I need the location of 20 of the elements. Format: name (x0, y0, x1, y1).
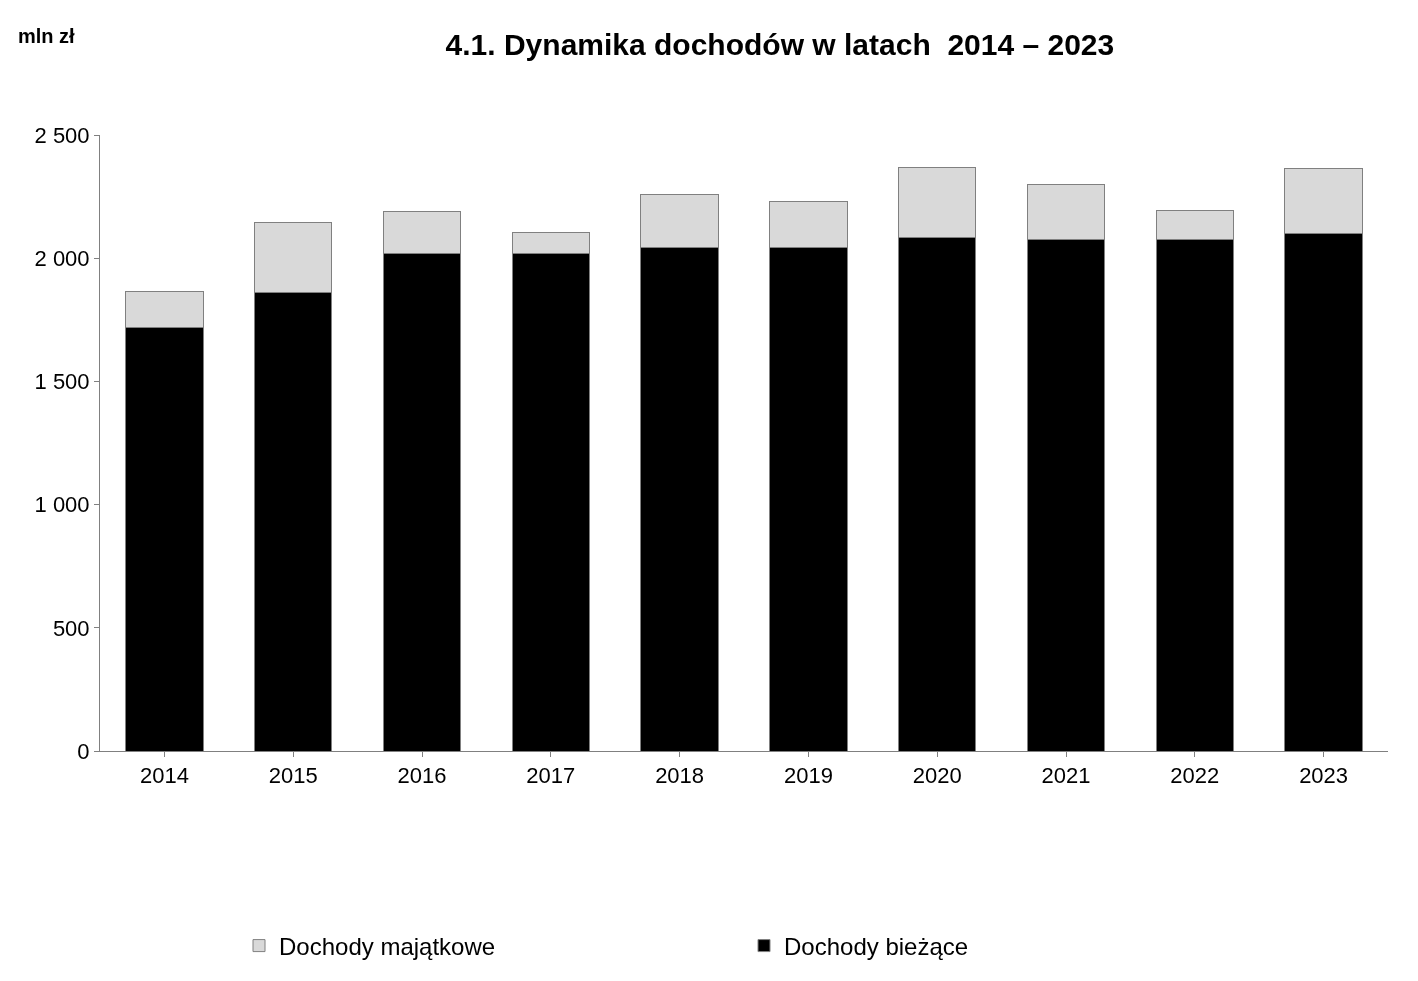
x-tick-label: 2019 (783, 763, 833, 789)
chart-title: 4.1. Dynamika dochodów w latach 2014 – 2023 (445, 28, 1115, 62)
y-tick-label: 1 000 (34, 492, 90, 518)
x-tick-label: 2017 (526, 763, 576, 789)
y-tick-label: 1 500 (34, 369, 90, 395)
x-tick-label: 2022 (1170, 763, 1220, 789)
y-tick-label: 500 (52, 615, 90, 641)
x-tick-label: 2021 (1041, 763, 1091, 789)
y-tick-label: 2 000 (34, 245, 90, 271)
x-tick-label: 2014 (139, 763, 189, 789)
x-tick-label: 2020 (912, 763, 962, 789)
x-tick-label: 2018 (655, 763, 705, 789)
y-tick-label: 2 500 (34, 122, 90, 148)
y-axis-title: mln zł (18, 25, 76, 47)
legend-label: Dochody majątkowe (279, 932, 496, 960)
x-tick-label: 2016 (397, 763, 447, 789)
x-tick-label: 2015 (268, 763, 318, 789)
legend-label: Dochody bieżące (784, 932, 969, 960)
y-tick-label: 0 (77, 738, 90, 764)
x-tick-label: 2023 (1299, 763, 1349, 789)
